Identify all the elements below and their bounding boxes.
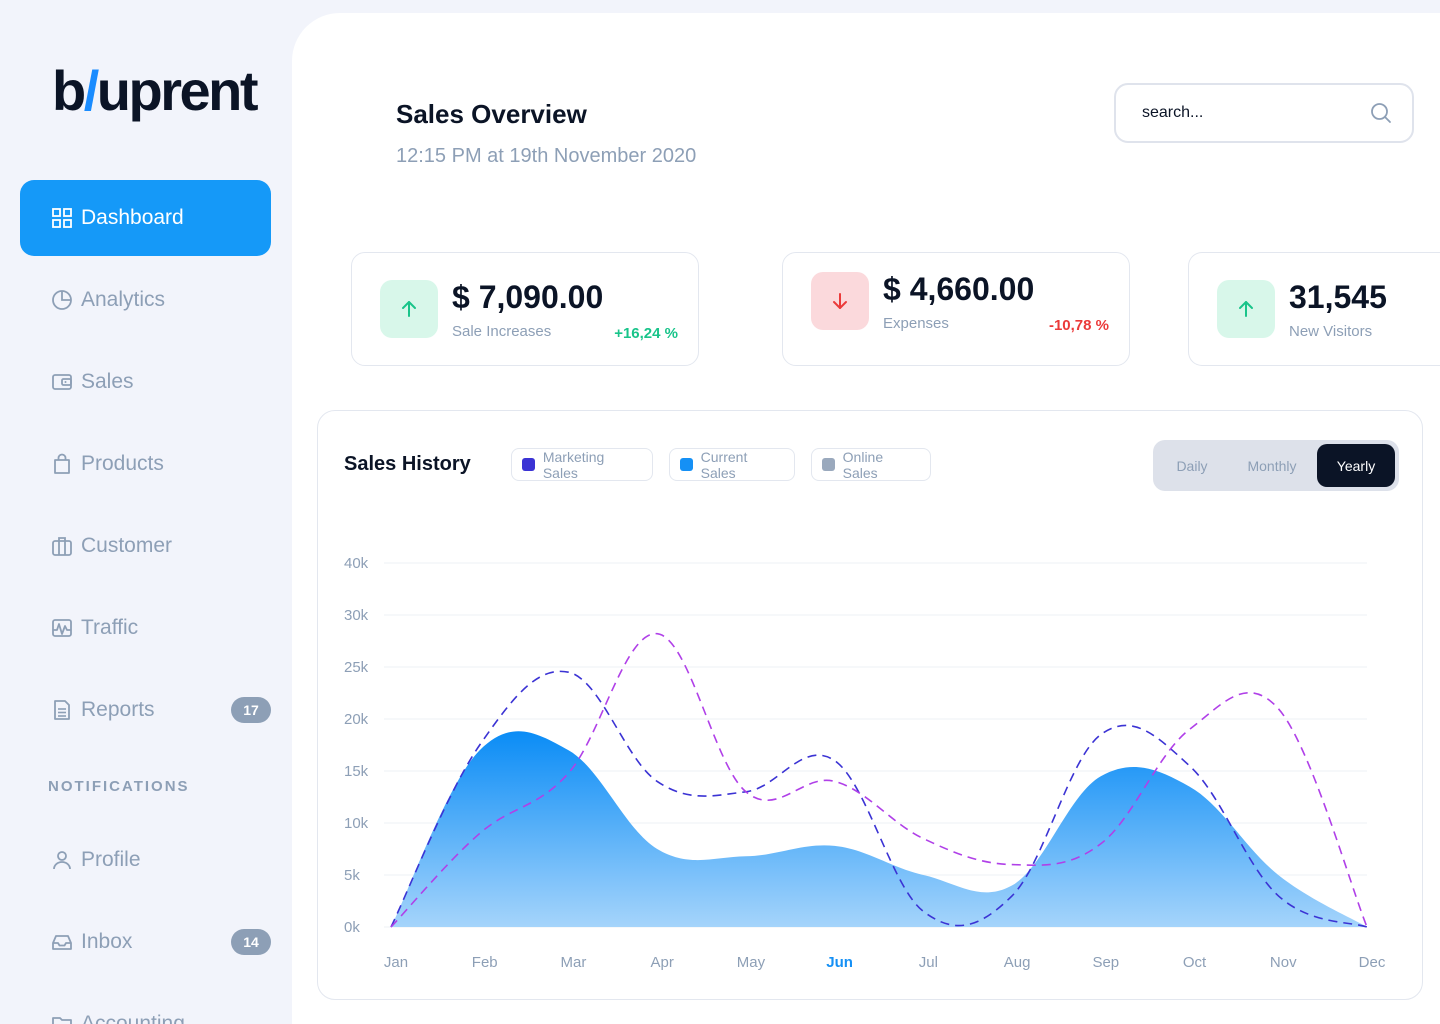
page-title: Sales Overview	[396, 99, 587, 129]
stat-value: 31,545	[1289, 279, 1387, 315]
sidebar-item-label: Traffic	[81, 616, 139, 639]
stat-label: Sale Increases	[452, 323, 552, 340]
stat-value: $ 4,660.00	[883, 271, 1035, 307]
x-tick-label[interactable]: Dec	[1359, 954, 1386, 971]
inbox-icon	[51, 931, 73, 953]
stat-card-sales[interactable]: $ 7,090.00 Sale Increases +16,24 %	[351, 252, 699, 366]
y-tick-label: 15k	[344, 763, 369, 780]
legend-label: Current Sales	[700, 448, 748, 481]
shopping-bag-icon	[51, 453, 73, 475]
legend-swatch	[522, 458, 535, 471]
notifications-section-label: NOTIFICATIONS	[48, 778, 190, 795]
arrow-up-icon	[380, 280, 438, 338]
legend-label: Marketing Sales	[542, 448, 605, 481]
sidebar: b/uprent Dashboard Analytics Sales Products…	[0, 0, 292, 1024]
sidebar-item-label: Accounting	[81, 1012, 185, 1024]
sidebar-item-dashboard[interactable]: Dashboard	[20, 180, 271, 256]
grid-icon	[51, 207, 73, 229]
y-tick-label: 10k	[344, 815, 369, 832]
count-badge: 14	[231, 929, 271, 955]
app-logo[interactable]: b/uprent	[52, 59, 259, 122]
y-tick-label: 25k	[344, 659, 369, 676]
legend-swatch	[680, 458, 693, 471]
stat-label: New Visitors	[1289, 323, 1373, 340]
user-icon	[51, 849, 73, 871]
x-tick-label[interactable]: Aug	[1004, 954, 1031, 971]
briefcase-icon	[51, 535, 73, 557]
y-tick-label: 0k	[344, 919, 360, 936]
stat-change: +16,24 %	[614, 325, 678, 342]
sidebar-item-label: Products	[81, 452, 164, 475]
pie-chart-icon	[51, 289, 73, 311]
sidebar-item-accounting[interactable]: Accounting	[20, 986, 271, 1024]
y-tick-label: 30k	[344, 607, 369, 624]
sidebar-item-label: Inbox	[81, 930, 133, 953]
legend-online-sales[interactable]: Online Sales	[811, 448, 931, 481]
chart-title: Sales History	[344, 453, 471, 475]
folder-icon	[51, 1013, 73, 1024]
series-line-marketing-sales[interactable]	[390, 670, 1368, 928]
wallet-icon	[51, 371, 73, 393]
period-monthly[interactable]: Monthly	[1247, 457, 1297, 474]
main-panel: Sales Overview 12:15 PM at 19th November…	[292, 13, 1440, 1024]
sidebar-item-label: Analytics	[81, 288, 166, 311]
sidebar-item-reports[interactable]: Reports 17	[20, 672, 271, 748]
sidebar-item-products[interactable]: Products	[20, 426, 271, 502]
sales-history-chart: 0k 5k 10k 15k 20k 25k 30k 40k Jan Feb Mar Apr May Jun…	[344, 555, 1386, 971]
stat-change: -10,78 %	[1048, 317, 1109, 334]
x-tick-label[interactable]: Feb	[472, 954, 498, 971]
period-toggle: Daily Monthly Yearly	[1153, 440, 1399, 491]
legend-marketing-sales[interactable]: Marketing Sales	[511, 448, 653, 481]
count-badge: 17	[231, 697, 271, 723]
sidebar-item-sales[interactable]: Sales	[20, 344, 271, 420]
x-tick-label[interactable]: Sep	[1092, 954, 1119, 971]
arrow-up-icon	[1217, 280, 1275, 338]
logo-slash: /	[83, 59, 100, 122]
y-tick-label: 5k	[344, 867, 360, 884]
page-subtitle: 12:15 PM at 19th November 2020	[396, 145, 697, 167]
sidebar-item-analytics[interactable]: Analytics	[20, 262, 271, 338]
stat-card-visitors[interactable]: 31,545 New Visitors	[1188, 252, 1440, 366]
y-tick-label: 40k	[344, 555, 369, 572]
x-tick-label[interactable]: Jun	[826, 954, 853, 971]
search-input[interactable]	[1142, 104, 1362, 122]
x-tick-label[interactable]: Nov	[1270, 954, 1297, 971]
stat-value: $ 7,090.00	[452, 279, 604, 315]
sidebar-item-traffic[interactable]: Traffic	[20, 590, 271, 666]
legend-label: Online Sales	[842, 448, 884, 481]
x-tick-label[interactable]: Jul	[919, 954, 938, 971]
period-yearly[interactable]: Yearly	[1317, 444, 1395, 487]
sidebar-item-label: Dashboard	[81, 206, 184, 229]
y-tick-label: 20k	[344, 711, 369, 728]
stat-card-expenses[interactable]: $ 4,660.00 Expenses -10,78 %	[782, 252, 1130, 366]
sidebar-item-label: Profile	[81, 848, 141, 871]
x-tick-label[interactable]: Mar	[561, 954, 587, 971]
sidebar-item-label: Customer	[81, 534, 173, 557]
activity-icon	[51, 617, 73, 639]
arrow-down-icon	[811, 272, 869, 330]
period-daily[interactable]: Daily	[1176, 457, 1208, 474]
sidebar-item-label: Sales	[81, 370, 134, 393]
x-tick-label[interactable]: Apr	[651, 954, 674, 971]
sidebar-item-profile[interactable]: Profile	[20, 822, 271, 898]
x-tick-label[interactable]: Jan	[384, 954, 408, 971]
sidebar-item-customer[interactable]: Customer	[20, 508, 271, 584]
sidebar-item-inbox[interactable]: Inbox 14	[20, 904, 271, 980]
search-icon[interactable]	[1370, 102, 1392, 124]
legend-swatch	[822, 458, 835, 471]
legend-current-sales[interactable]: Current Sales	[669, 448, 795, 481]
search-box[interactable]	[1114, 83, 1414, 143]
series-line-online-sales[interactable]	[390, 632, 1368, 928]
stat-label: Expenses	[883, 315, 949, 332]
document-icon	[51, 699, 73, 721]
sales-history-card: Sales History Marketing Sales Current Sa…	[317, 410, 1423, 1000]
sidebar-item-label: Reports	[81, 698, 155, 721]
x-tick-label[interactable]: Oct	[1183, 954, 1207, 971]
x-tick-label[interactable]: May	[737, 954, 766, 971]
series-area-current-sales[interactable]	[391, 731, 1367, 927]
